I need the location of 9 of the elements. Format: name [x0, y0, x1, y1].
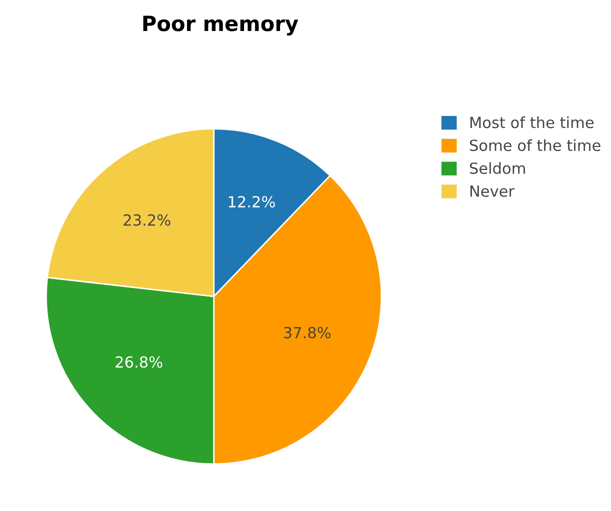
- data-label: 37.8%: [284, 326, 331, 338]
- legend-label: Seldom: [470, 162, 525, 174]
- legend-label: Never: [470, 186, 514, 197]
- data-label: 12.2%: [228, 196, 275, 208]
- legend-label: Some of the time: [470, 139, 600, 152]
- chart-title: Poor memory: [143, 16, 298, 36]
- data-label: 23.2%: [124, 214, 170, 226]
- data-label: 26.8%: [116, 356, 162, 368]
- legend-label: Most of the time: [470, 116, 594, 128]
